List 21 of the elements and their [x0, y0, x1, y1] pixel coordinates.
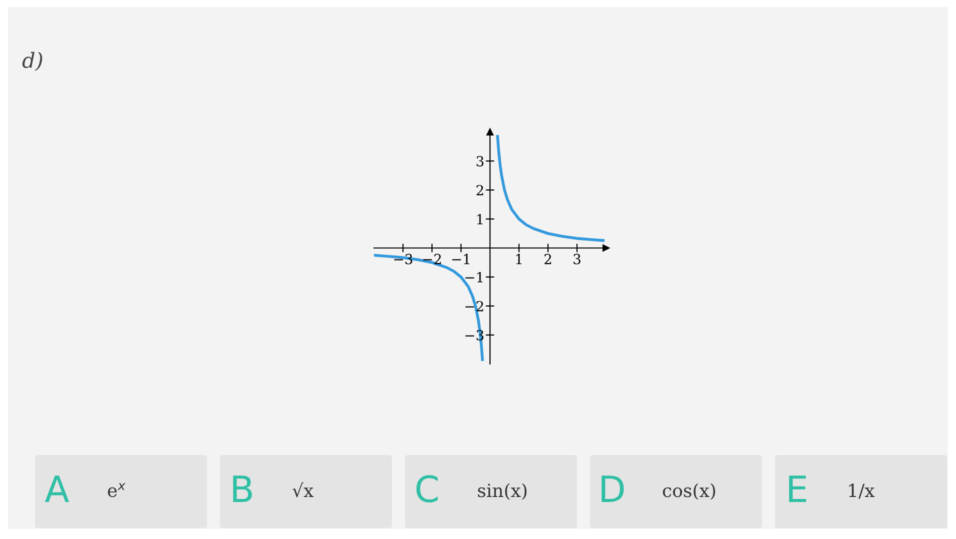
text: A [44, 476, 70, 502]
line-series [374, 254, 484, 362]
line-series [496, 134, 604, 242]
y-tick-label: −1 [465, 272, 482, 282]
y-tick-label: 3 [476, 156, 484, 166]
text: E [789, 476, 806, 502]
text: C [416, 475, 438, 502]
text: sin(x) [478, 483, 527, 500]
text: d) [22, 52, 42, 71]
text: D [602, 476, 624, 502]
text: e$^{x}$ [108, 483, 126, 498]
text: B [233, 476, 252, 502]
text: cos(x) [662, 483, 716, 500]
x-tick-label: 3 [574, 254, 580, 264]
text: √x [292, 482, 314, 498]
text: 1/x [849, 484, 875, 499]
x-tick-label: −1 [452, 254, 470, 264]
x-tick-label: 2 [544, 254, 552, 264]
x-tick-label: 1 [516, 254, 522, 264]
y-tick-label: 1 [477, 214, 482, 224]
y-tick-label: 2 [476, 184, 484, 196]
